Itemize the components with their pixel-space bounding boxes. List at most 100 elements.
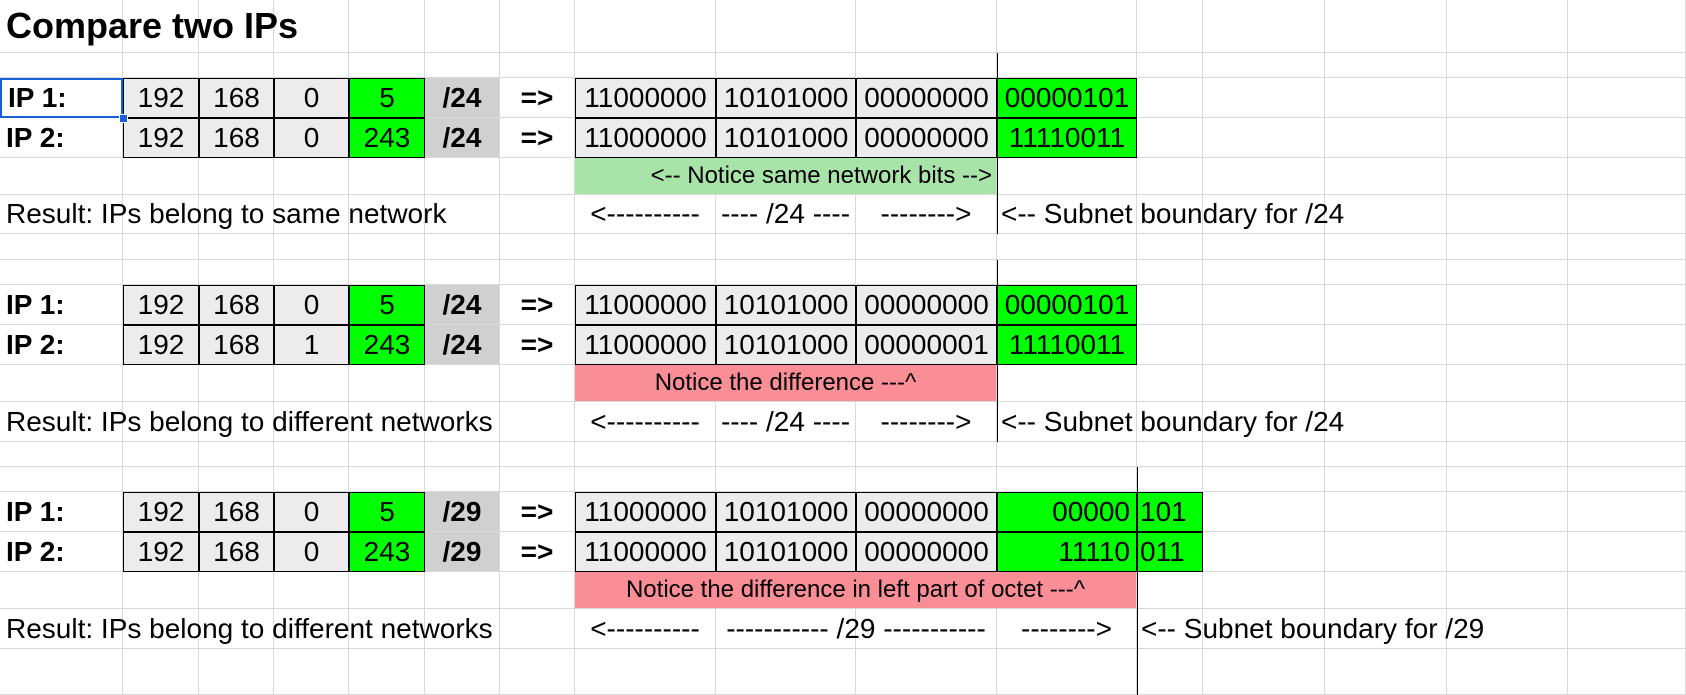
grid-cell[interactable] [856, 442, 997, 467]
grid-cell[interactable] [1203, 467, 1325, 492]
grid-cell[interactable] [997, 234, 1137, 260]
grid-cell[interactable] [856, 0, 997, 53]
binary-octet-cell[interactable]: 10101000 [716, 325, 856, 365]
grid-cell[interactable] [1447, 285, 1568, 325]
grid-cell[interactable] [0, 260, 123, 285]
octet-cell[interactable]: 192 [123, 78, 199, 118]
grid-cell[interactable] [716, 260, 856, 285]
grid-cell[interactable] [1137, 53, 1203, 78]
binary-octet-cell[interactable]: 11000000 [575, 118, 716, 158]
grid-cell[interactable] [1325, 78, 1447, 118]
binary-octet-cell[interactable]: 00000101 [997, 78, 1137, 118]
grid-cell[interactable] [856, 260, 997, 285]
octet-cell[interactable]: 0 [274, 78, 349, 118]
grid-cell[interactable] [1137, 572, 1203, 609]
grid-cell[interactable] [997, 649, 1137, 695]
grid-cell[interactable] [1568, 609, 1686, 649]
grid-cell[interactable] [1325, 158, 1447, 195]
grid-cell[interactable] [997, 260, 1137, 285]
grid-cell[interactable] [1447, 53, 1568, 78]
grid-cell[interactable] [575, 0, 716, 53]
binary-octet-cell[interactable]: 00000101 [997, 285, 1137, 325]
grid-cell[interactable] [199, 442, 274, 467]
grid-cell[interactable] [1325, 532, 1447, 572]
ip2-label[interactable]: IP 2: [0, 325, 123, 365]
grid-cell[interactable] [199, 572, 274, 609]
grid-cell[interactable] [1203, 492, 1325, 532]
grid-cell[interactable] [1203, 118, 1325, 158]
grid-cell[interactable] [997, 158, 1137, 195]
grid-cell[interactable] [1568, 234, 1686, 260]
prefix-cell[interactable]: /24 [425, 325, 500, 365]
grid-cell[interactable] [575, 53, 716, 78]
grid-cell[interactable] [0, 467, 123, 492]
grid-cell[interactable] [1203, 285, 1325, 325]
octet-cell[interactable]: 192 [123, 285, 199, 325]
grid-cell[interactable] [1568, 532, 1686, 572]
grid-cell[interactable] [716, 442, 856, 467]
prefix-cell[interactable]: /29 [425, 532, 500, 572]
grid-cell[interactable] [123, 234, 199, 260]
grid-cell[interactable] [1325, 365, 1447, 402]
grid-cell[interactable] [123, 649, 199, 695]
grid-cell[interactable] [425, 53, 500, 78]
grid-cell[interactable] [1447, 467, 1568, 492]
grid-cell[interactable] [199, 467, 274, 492]
prefix-cell[interactable]: /29 [425, 492, 500, 532]
grid-cell[interactable] [1447, 234, 1568, 260]
grid-cell[interactable] [1203, 260, 1325, 285]
grid-cell[interactable] [1568, 78, 1686, 118]
grid-cell[interactable] [1568, 402, 1686, 442]
binary-octet-network-part[interactable]: 11110 [997, 532, 1137, 572]
grid-cell[interactable] [349, 234, 425, 260]
grid-cell[interactable] [1203, 325, 1325, 365]
binary-octet-cell[interactable]: 11110011 [997, 118, 1137, 158]
grid-cell[interactable] [716, 0, 856, 53]
grid-cell[interactable] [1568, 572, 1686, 609]
grid-cell[interactable] [425, 0, 500, 53]
octet-cell[interactable]: 5 [349, 285, 425, 325]
grid-cell[interactable] [1568, 53, 1686, 78]
grid-cell[interactable] [274, 467, 349, 492]
grid-cell[interactable] [500, 572, 575, 609]
grid-cell[interactable] [349, 467, 425, 492]
grid-cell[interactable] [716, 649, 856, 695]
grid-cell[interactable] [123, 158, 199, 195]
grid-cell[interactable] [1203, 78, 1325, 118]
grid-cell[interactable] [123, 260, 199, 285]
grid-cell[interactable] [500, 402, 575, 442]
grid-cell[interactable] [1203, 234, 1325, 260]
grid-cell[interactable] [856, 467, 997, 492]
octet-cell[interactable]: 192 [123, 325, 199, 365]
grid-cell[interactable] [199, 158, 274, 195]
grid-cell[interactable] [425, 158, 500, 195]
grid-cell[interactable] [575, 467, 716, 492]
binary-octet-host-part[interactable]: 011 [1137, 532, 1203, 572]
grid-cell[interactable] [1325, 118, 1447, 158]
binary-octet-cell[interactable]: 11000000 [575, 78, 716, 118]
grid-cell[interactable] [1568, 0, 1686, 53]
binary-octet-cell[interactable]: 11000000 [575, 492, 716, 532]
octet-cell[interactable]: 243 [349, 325, 425, 365]
page-title[interactable]: Compare two IPs [0, 0, 425, 53]
grid-cell[interactable] [500, 442, 575, 467]
grid-cell[interactable] [1447, 78, 1568, 118]
octet-cell[interactable]: 168 [199, 325, 274, 365]
grid-cell[interactable] [425, 467, 500, 492]
grid-cell[interactable] [1203, 572, 1325, 609]
grid-cell[interactable] [425, 442, 500, 467]
grid-cell[interactable] [1447, 260, 1568, 285]
octet-cell[interactable]: 0 [274, 285, 349, 325]
grid-cell[interactable] [425, 365, 500, 402]
grid-cell[interactable] [1447, 572, 1568, 609]
grid-cell[interactable] [1325, 260, 1447, 285]
grid-cell[interactable] [123, 572, 199, 609]
grid-cell[interactable] [123, 365, 199, 402]
grid-cell[interactable] [274, 572, 349, 609]
grid-cell[interactable] [1447, 532, 1568, 572]
binary-octet-cell[interactable]: 10101000 [716, 492, 856, 532]
grid-cell[interactable] [1447, 195, 1568, 234]
grid-cell[interactable] [274, 234, 349, 260]
grid-cell[interactable] [500, 260, 575, 285]
